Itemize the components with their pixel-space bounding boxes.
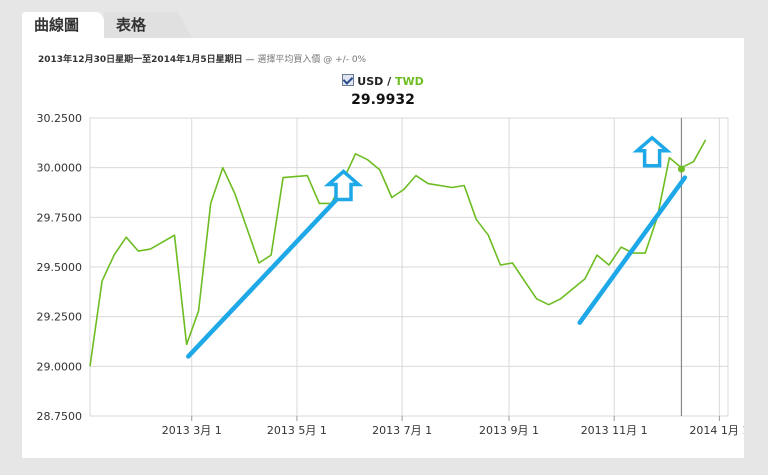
- tab-chart[interactable]: 曲線圖: [22, 12, 114, 38]
- series-checkbox[interactable]: [342, 74, 355, 86]
- y-tick-label: 29.7500: [37, 211, 83, 224]
- hover-marker: [677, 165, 685, 173]
- x-tick-label: 2013 7月 1: [372, 424, 432, 437]
- y-tick-label: 30.0000: [37, 162, 83, 175]
- y-tick-label: 29.5000: [37, 261, 83, 274]
- chart-subtitle: 2013年12月30日星期一至2014年1月5日星期日 — 選擇平均買入價 @ …: [38, 52, 366, 65]
- x-tick-label: 2013 3月 1: [162, 424, 222, 437]
- rate-mode[interactable]: 選擇平均買入價: [257, 55, 321, 65]
- date-range: 2013年12月30日星期一至2014年1月5日星期日: [38, 55, 243, 65]
- subtitle-separator: —: [242, 55, 258, 65]
- annotation-up-arrow: [632, 135, 672, 168]
- chart-panel: 2013年12月30日星期一至2014年1月5日星期日 — 選擇平均買入價 @ …: [22, 38, 744, 458]
- annotation-trend-line: [577, 175, 688, 325]
- y-tick-label: 30.2500: [37, 112, 83, 125]
- y-tick-label: 29.2500: [37, 311, 83, 324]
- x-tick-label: 2013 9月 1: [479, 424, 539, 437]
- x-tick-label: 2013 11月 1: [581, 424, 648, 437]
- line-chart[interactable]: 28.7500 29.0000 29.2500 29.5000 29.7500 30.00…: [22, 38, 745, 458]
- y-tick-label: 29.0000: [37, 360, 83, 373]
- rate-tolerance: @ +/- 0%: [320, 55, 367, 65]
- legend-slash: /: [383, 75, 395, 88]
- annotation-up-arrow: [323, 169, 364, 202]
- legend: USD / TWD: [22, 74, 744, 88]
- x-tick-label: 2014 1月 1: [689, 424, 744, 437]
- legend-base-currency: USD: [357, 75, 384, 88]
- current-rate-value: 29.9932: [351, 92, 415, 108]
- legend-quote-currency: TWD: [394, 75, 424, 88]
- tab-table[interactable]: 表格: [104, 12, 192, 38]
- annotation-trend-line: [186, 197, 339, 359]
- series-line-usd-twd: [89, 139, 707, 367]
- x-tick-label: 2013 5月 1: [267, 424, 327, 437]
- y-tick-label: 28.7500: [37, 410, 83, 423]
